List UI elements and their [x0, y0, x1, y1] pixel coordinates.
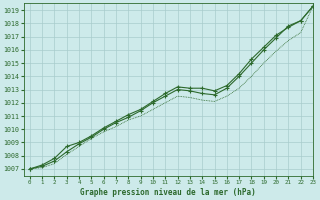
X-axis label: Graphe pression niveau de la mer (hPa): Graphe pression niveau de la mer (hPa) [80, 188, 256, 197]
